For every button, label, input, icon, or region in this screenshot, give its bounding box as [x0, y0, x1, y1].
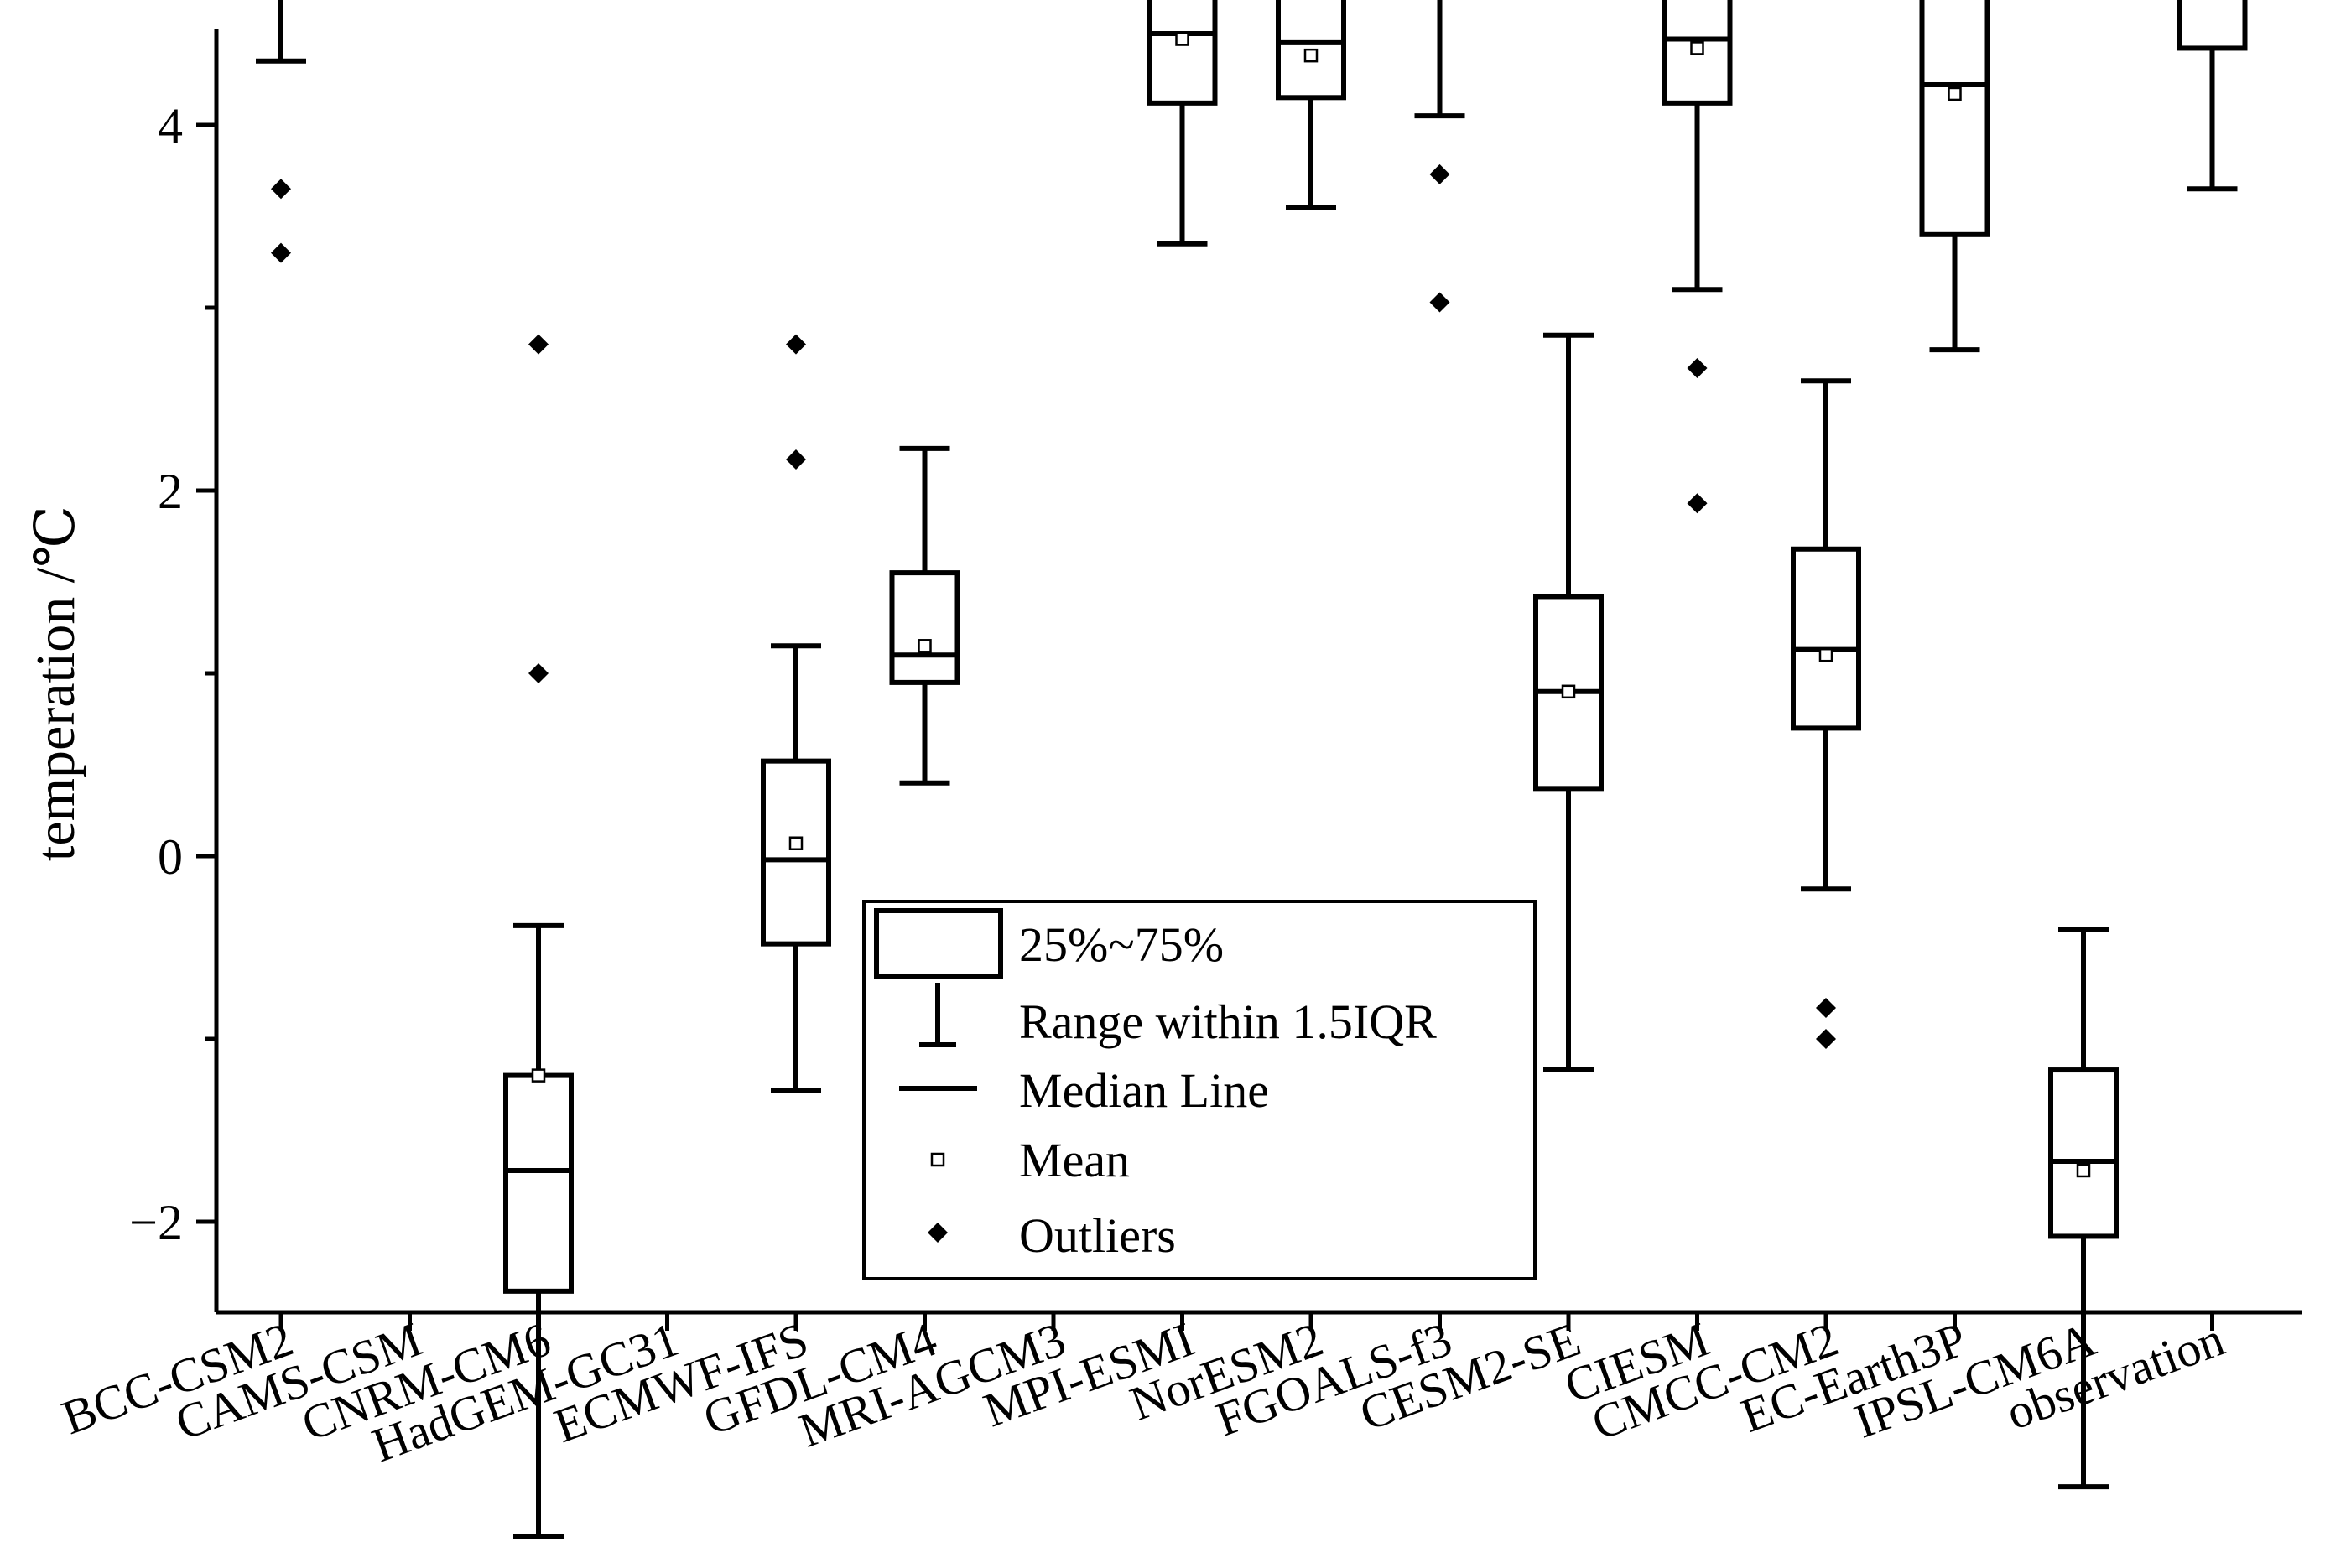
y-axis-title: temperation /℃ [25, 506, 86, 861]
iqr-box [1919, 0, 1990, 237]
legend-mean-symbol [930, 1152, 945, 1167]
outlier-marker [528, 334, 549, 355]
box-group [1533, 332, 1604, 1073]
box-group [1662, 0, 1733, 514]
legend-label-outliers: Outliers [1019, 1208, 1176, 1263]
y-tick-label: −2 [129, 1195, 183, 1250]
mean-marker [1561, 684, 1576, 699]
iqr-box [503, 1072, 574, 1294]
outlier-marker [786, 334, 806, 355]
box-group [256, 0, 306, 263]
y-tick-label: 2 [158, 464, 183, 519]
box-group [1791, 378, 1861, 1049]
legend-label-whisker: Range within 1.5IQR [1019, 994, 1437, 1049]
box-group [1276, 0, 1346, 210]
mean-marker [1175, 32, 1189, 46]
y-tick-label: 4 [158, 98, 183, 153]
iqr-box [1662, 0, 1733, 106]
legend-label-median: Median Line [1019, 1063, 1269, 1118]
mean-marker [531, 1068, 546, 1083]
mean-marker [1303, 48, 1319, 63]
mean-marker [1818, 647, 1833, 662]
box-group [761, 334, 831, 1093]
outlier-marker [271, 242, 291, 263]
box-group [889, 445, 960, 786]
boxes [256, 0, 2248, 1539]
iqr-box [1276, 0, 1346, 101]
mean-marker [2076, 1163, 2091, 1178]
box-group [1919, 0, 1990, 353]
category-labels: BCC-CSM2CAMS-CSMCNRM-CM6HadGEM-GC31ECMWF… [55, 1311, 2231, 1472]
iqr-box [761, 758, 831, 947]
y-tick-label: −4 [129, 1560, 183, 1568]
box-group [1147, 0, 1218, 247]
outlier-marker [1816, 1029, 1836, 1049]
outlier-marker [1429, 292, 1450, 313]
outlier-marker [1687, 357, 1708, 378]
box-group [2048, 927, 2119, 1490]
y-axis: −4−202468 [129, 29, 219, 1568]
iqr-box [1147, 0, 1218, 106]
outlier-marker [528, 663, 549, 683]
box-group [1414, 0, 1465, 313]
iqr-box [2048, 1067, 2119, 1239]
mean-marker [1948, 86, 1962, 101]
y-tick-label: 0 [158, 829, 183, 885]
outlier-marker [1816, 997, 1836, 1018]
legend: 25%~75% Range within 1.5IQR Median Line Mea… [862, 900, 1537, 1280]
mean-marker [788, 836, 804, 850]
legend-frame [862, 900, 1537, 1280]
outlier-marker [1687, 493, 1708, 514]
iqr-box [889, 570, 960, 685]
mean-marker [918, 639, 932, 653]
outlier-marker [1429, 164, 1450, 184]
legend-box-symbol [874, 908, 1003, 979]
legend-outlier-symbol [928, 1223, 948, 1243]
legend-label-mean: Mean [1019, 1133, 1130, 1187]
iqr-box [2177, 0, 2248, 51]
outlier-marker [271, 179, 291, 200]
box-group [503, 334, 574, 1539]
iqr-box [1791, 546, 1861, 731]
outlier-marker [786, 449, 806, 470]
box-group [2177, 0, 2248, 192]
mean-marker [1690, 41, 1704, 55]
legend-label-box: 25%~75% [1019, 917, 1224, 972]
